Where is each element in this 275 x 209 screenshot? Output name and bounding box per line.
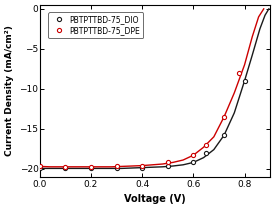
PBTPTTBD-75_DPE	[222, 116, 226, 118]
PBTPTTBD-75_DPE	[64, 166, 67, 168]
PBTPTTBD-75_DIO	[205, 152, 208, 154]
PBTPTTBD-75_DIO	[38, 167, 42, 170]
PBTPTTBD-75_DIO	[192, 161, 195, 164]
PBTPTTBD-75_DPE	[166, 161, 169, 164]
X-axis label: Voltage (V): Voltage (V)	[124, 194, 186, 204]
PBTPTTBD-75_DPE	[89, 166, 93, 168]
PBTPTTBD-75_DPE	[192, 154, 195, 157]
PBTPTTBD-75_DPE	[115, 165, 118, 168]
PBTPTTBD-75_DPE	[141, 164, 144, 167]
Line: PBTPTTBD-75_DIO: PBTPTTBD-75_DIO	[38, 79, 247, 171]
Y-axis label: Current Density (mA/cm²): Current Density (mA/cm²)	[5, 25, 14, 156]
PBTPTTBD-75_DPE	[38, 165, 42, 168]
PBTPTTBD-75_DIO	[222, 134, 226, 136]
PBTPTTBD-75_DPE	[238, 72, 241, 74]
PBTPTTBD-75_DIO	[166, 165, 169, 167]
PBTPTTBD-75_DIO	[89, 167, 93, 170]
PBTPTTBD-75_DIO	[115, 167, 118, 170]
PBTPTTBD-75_DIO	[243, 80, 246, 82]
PBTPTTBD-75_DIO	[64, 167, 67, 170]
PBTPTTBD-75_DIO	[141, 166, 144, 169]
PBTPTTBD-75_DPE	[205, 144, 208, 146]
Legend: PBTPTTBD-75_DIO, PBTPTTBD-75_DPE: PBTPTTBD-75_DIO, PBTPTTBD-75_DPE	[48, 12, 144, 38]
Line: PBTPTTBD-75_DPE: PBTPTTBD-75_DPE	[38, 71, 241, 169]
